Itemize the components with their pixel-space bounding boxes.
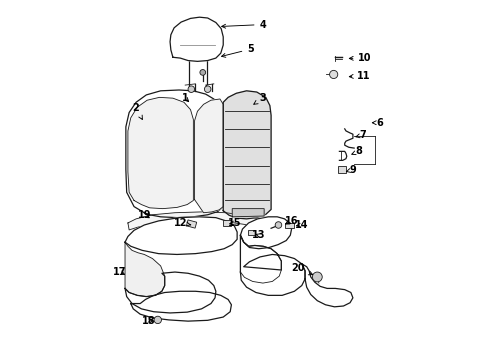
Text: 9: 9 — [346, 165, 356, 175]
Polygon shape — [125, 272, 215, 313]
Polygon shape — [240, 217, 291, 249]
Polygon shape — [125, 217, 237, 255]
Text: 3: 3 — [253, 93, 266, 104]
Bar — [285, 222, 293, 228]
Text: 14: 14 — [294, 220, 308, 230]
Bar — [223, 220, 231, 226]
Text: 20: 20 — [290, 263, 312, 275]
Polygon shape — [240, 235, 305, 295]
Polygon shape — [128, 97, 193, 209]
Polygon shape — [125, 242, 164, 297]
Text: 11: 11 — [348, 71, 370, 81]
Polygon shape — [240, 235, 281, 283]
Circle shape — [188, 86, 194, 93]
Polygon shape — [125, 90, 223, 218]
Text: 6: 6 — [371, 118, 382, 128]
Text: 17: 17 — [113, 267, 126, 277]
Text: 8: 8 — [351, 147, 362, 156]
Bar — [337, 166, 345, 173]
Polygon shape — [232, 209, 264, 217]
Bar — [247, 230, 255, 235]
Polygon shape — [301, 264, 352, 307]
Text: 10: 10 — [348, 53, 371, 63]
Bar — [186, 220, 196, 228]
Text: 19: 19 — [137, 210, 151, 220]
Text: 12: 12 — [174, 218, 190, 228]
Polygon shape — [223, 91, 270, 219]
Circle shape — [154, 316, 161, 324]
Polygon shape — [128, 212, 270, 231]
Circle shape — [204, 86, 210, 93]
Polygon shape — [194, 99, 223, 213]
Polygon shape — [130, 291, 231, 321]
Text: 2: 2 — [132, 103, 142, 120]
Text: 7: 7 — [355, 130, 366, 140]
Text: 1: 1 — [182, 93, 188, 103]
Text: 4: 4 — [221, 19, 266, 30]
Circle shape — [312, 272, 322, 282]
Polygon shape — [170, 17, 223, 61]
Circle shape — [200, 69, 205, 75]
Text: 5: 5 — [221, 44, 253, 57]
Text: 15: 15 — [227, 218, 241, 228]
Circle shape — [329, 70, 337, 78]
Text: 13: 13 — [251, 230, 265, 240]
Text: 16: 16 — [284, 216, 298, 226]
Text: 18: 18 — [141, 316, 155, 326]
Circle shape — [275, 222, 281, 228]
